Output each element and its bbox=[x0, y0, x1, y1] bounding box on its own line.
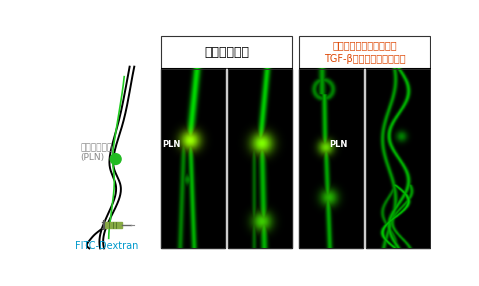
Text: 野生型マウス: 野生型マウス bbox=[204, 45, 249, 59]
Text: 膝窩リンパ節: 膝窩リンパ節 bbox=[80, 144, 112, 153]
Bar bbox=[160, 69, 225, 248]
Circle shape bbox=[110, 154, 121, 164]
Bar bbox=[105, 222, 122, 228]
Text: PLN: PLN bbox=[162, 140, 181, 149]
Text: FITC-Dextran: FITC-Dextran bbox=[75, 241, 139, 251]
Text: PLN: PLN bbox=[330, 140, 348, 149]
Text: TGF-βシグナル欠損マウス: TGF-βシグナル欠損マウス bbox=[324, 54, 405, 64]
Bar bbox=[228, 69, 292, 248]
Bar bbox=[228, 69, 292, 248]
Bar bbox=[298, 36, 430, 68]
Bar bbox=[298, 69, 363, 248]
Text: (PLN): (PLN) bbox=[80, 153, 104, 162]
Bar bbox=[298, 69, 363, 248]
Bar bbox=[160, 69, 225, 248]
Text: リンパ管内皮細胞特異的: リンパ管内皮細胞特異的 bbox=[332, 41, 397, 51]
Bar bbox=[160, 36, 292, 68]
Bar bbox=[366, 69, 430, 248]
Bar bbox=[366, 69, 430, 248]
